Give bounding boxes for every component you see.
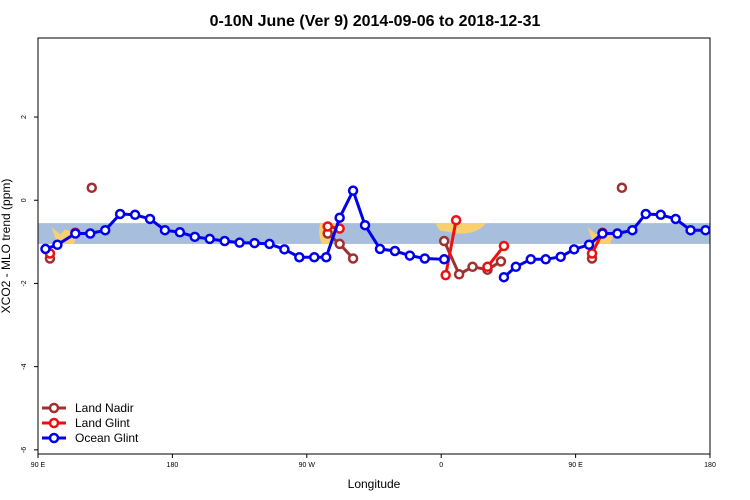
land-glint-point: [322, 221, 333, 232]
ocean-glint-point: [347, 185, 359, 196]
land-nadir-point: [347, 253, 359, 264]
x-tick-label: 90 W: [299, 462, 316, 469]
ocean-glint-point: [309, 251, 320, 263]
ocean-glint-point: [640, 208, 652, 220]
ocean-glint-point: [568, 244, 580, 255]
land-africa: [435, 223, 486, 234]
ocean-glint-point: [597, 228, 608, 239]
land-glint-point: [586, 248, 598, 259]
ocean-glint-point: [627, 224, 638, 236]
land-nadir-point: [438, 235, 450, 247]
ocean-glint-point: [320, 251, 332, 263]
ocean-glint-point: [189, 231, 201, 243]
ocean-glint-point: [419, 253, 431, 264]
ocean-glint-point: [374, 243, 386, 255]
x-tick-label: 90 E: [568, 462, 583, 469]
series-layer: [40, 182, 710, 283]
ocean-glint-point: [498, 271, 510, 283]
ocean-glint-point: [404, 250, 416, 261]
legend-marker-land-nadir: [48, 402, 60, 414]
ocean-glint-point: [264, 238, 275, 250]
ocean-glint-point: [555, 251, 566, 263]
x-tick-label: 180: [704, 462, 716, 469]
ocean-glint-point: [334, 212, 345, 223]
y-axis-label: XCO2 - MLO trend (ppm): [0, 179, 13, 314]
legend-label-ocean-glint: Ocean Glint: [75, 431, 139, 445]
land-nadir-point: [334, 238, 345, 250]
ocean-glint-point: [510, 261, 522, 273]
land-nadir-point: [495, 256, 507, 267]
x-tick-label: 90 E: [31, 462, 46, 469]
ocean-glint-point: [204, 233, 215, 245]
ocean-glint-point: [700, 224, 710, 236]
chart-title: 0-10N June (Ver 9) 2014-09-06 to 2018-12…: [210, 13, 541, 30]
legend-label-land-nadir: Land Nadir: [75, 401, 134, 415]
y-tick-label: 2: [21, 115, 28, 119]
plot-frame: [37, 37, 711, 455]
ocean-glint-point: [294, 251, 305, 263]
y-tick-label: -2: [21, 280, 28, 286]
ocean-glint-point: [279, 244, 290, 255]
legend-marker-land-glint: [48, 417, 60, 429]
ocean-glint-point: [438, 254, 450, 265]
ocean-glint-point: [85, 228, 96, 239]
x-axis: 90 E 180 90 W 0 90 E 180: [31, 454, 716, 469]
x-tick-label: 180: [167, 462, 179, 469]
legend-label-land-glint: Land Glint: [75, 416, 130, 430]
ocean-glint-point: [99, 224, 111, 236]
land-glint-point: [498, 240, 510, 252]
land-glint-line: [444, 219, 458, 276]
ocean-glint-line: [44, 189, 445, 261]
y-tick-label: 0: [21, 198, 28, 202]
ocean-glint-point: [174, 227, 186, 238]
ocean-glint-point: [583, 239, 595, 251]
y-axis: 2 0 -2 -4 -6: [21, 115, 38, 453]
land-glint-point: [482, 261, 493, 273]
ocean-glint-point: [234, 237, 245, 248]
ocean-glint-point: [114, 208, 126, 220]
ocean-glint-point: [129, 209, 141, 221]
x-axis-label: Longitude: [348, 477, 401, 491]
legend-marker-ocean-glint: [48, 432, 60, 444]
ocean-glint-point: [612, 228, 623, 239]
land-nadir-point: [467, 261, 478, 273]
ocean-glint-point: [525, 254, 537, 265]
ocean-glint-point: [52, 239, 63, 251]
ocean-glint-point: [655, 209, 666, 221]
ocean-glint-point: [70, 228, 81, 239]
x-tick-label: 0: [439, 462, 443, 469]
ocean-glint-point: [249, 237, 260, 249]
land-glint-point: [440, 269, 451, 281]
ocean-glint-point: [389, 245, 401, 257]
ocean-glint-point: [40, 243, 51, 255]
ocean-glint-point: [359, 219, 371, 231]
land-nadir-point: [616, 182, 628, 194]
ocean-glint-point: [219, 235, 230, 247]
y-tick-label: -4: [21, 363, 28, 369]
y-tick-label: -6: [21, 447, 28, 453]
land-glint-point: [450, 214, 462, 226]
ocean-glint-point: [540, 254, 551, 265]
land-nadir-point: [86, 182, 98, 194]
ocean-glint-point: [159, 224, 171, 236]
land-nadir-point: [453, 269, 465, 280]
ocean-glint-point: [670, 213, 681, 225]
ocean-glint-point: [144, 213, 156, 225]
ocean-glint-point: [685, 224, 696, 236]
